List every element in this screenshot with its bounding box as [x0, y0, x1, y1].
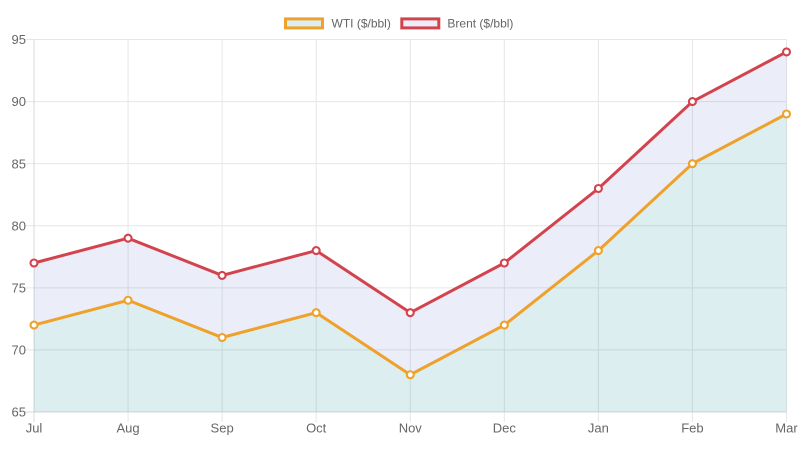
svg-text:Mar: Mar [775, 421, 798, 436]
svg-text:Brent ($/bbl): Brent ($/bbl) [447, 17, 513, 31]
svg-text:75: 75 [12, 280, 26, 295]
svg-text:70: 70 [12, 343, 26, 358]
svg-text:Feb: Feb [681, 421, 703, 436]
svg-text:80: 80 [12, 218, 26, 233]
svg-text:Aug: Aug [116, 421, 139, 436]
svg-text:WTI ($/bbl): WTI ($/bbl) [332, 17, 391, 31]
svg-text:Oct: Oct [306, 421, 327, 436]
svg-text:Jan: Jan [588, 421, 609, 436]
svg-text:85: 85 [12, 156, 26, 171]
svg-text:65: 65 [12, 405, 26, 420]
svg-text:Nov: Nov [399, 421, 423, 436]
svg-text:Jul: Jul [26, 421, 43, 436]
svg-text:Sep: Sep [211, 421, 234, 436]
svg-text:Dec: Dec [493, 421, 517, 436]
svg-text:90: 90 [12, 94, 26, 109]
svg-text:95: 95 [12, 32, 26, 47]
